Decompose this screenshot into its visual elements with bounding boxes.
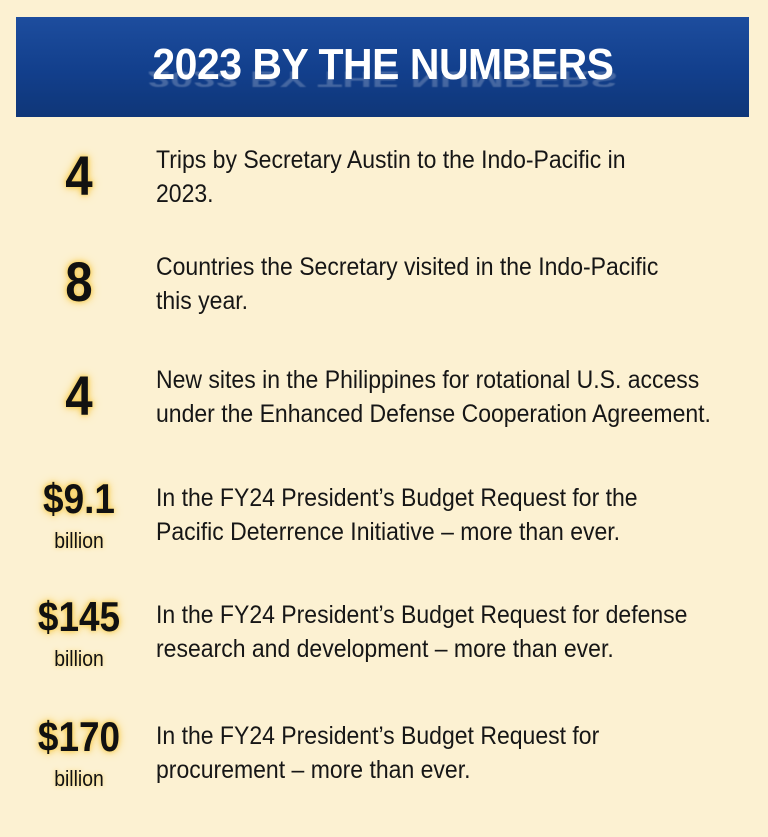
stat-description: In the FY24 President’s Budget Request f…	[156, 719, 708, 787]
stat-description-line: research and development – more than eve…	[156, 635, 614, 663]
stat-figure: $170 billion	[0, 710, 158, 794]
stat-description-line: 2023.	[156, 180, 214, 208]
stat-figure: $9.1 billion	[0, 472, 158, 556]
stat-figure: $145 billion	[0, 590, 158, 674]
stat-description-line: Countries the Secretary visited in the I…	[156, 253, 659, 281]
header-banner: 2023 BY THE NUMBERS 2023 BY THE NUMBERS	[16, 17, 749, 117]
stat-description-line: New sites in the Philippines for rotatio…	[156, 366, 700, 394]
stat-description: In the FY24 President’s Budget Request f…	[156, 481, 708, 549]
stat-unit: billion	[54, 528, 104, 553]
stat-figure: 8	[0, 246, 158, 318]
stat-description-line: this year.	[156, 287, 249, 315]
stat-description-line: In the FY24 President’s Budget Request f…	[156, 484, 638, 512]
stat-description-line: In the FY24 President’s Budget Request f…	[156, 601, 688, 629]
stat-value: $9.1	[43, 475, 115, 522]
stat-description-line: In the FY24 President’s Budget Request f…	[156, 722, 600, 750]
stat-description: Trips by Secretary Austin to the Indo-Pa…	[156, 143, 708, 211]
stat-description: In the FY24 President’s Budget Request f…	[156, 598, 708, 666]
stat-unit: billion	[54, 646, 104, 671]
stat-figure: 4	[0, 140, 158, 212]
stat-description: Countries the Secretary visited in the I…	[156, 250, 708, 318]
stat-description-line: under the Enhanced Defense Cooperation A…	[156, 400, 711, 428]
stat-description-line: Pacific Deterrence Initiative – more tha…	[156, 518, 621, 546]
page-title: 2023 BY THE NUMBERS	[151, 40, 614, 89]
stat-value: 4	[65, 144, 93, 207]
stat-description-line: procurement – more than ever.	[156, 756, 471, 784]
stat-value: 4	[65, 364, 93, 427]
stat-description-line: Trips by Secretary Austin to the Indo-Pa…	[156, 146, 626, 174]
stat-value: $170	[37, 713, 121, 760]
stat-value: $145	[37, 593, 121, 640]
stat-figure: 4	[0, 360, 158, 432]
stat-description: New sites in the Philippines for rotatio…	[156, 363, 711, 431]
stat-value: 8	[65, 250, 93, 313]
stat-unit: billion	[54, 766, 104, 791]
